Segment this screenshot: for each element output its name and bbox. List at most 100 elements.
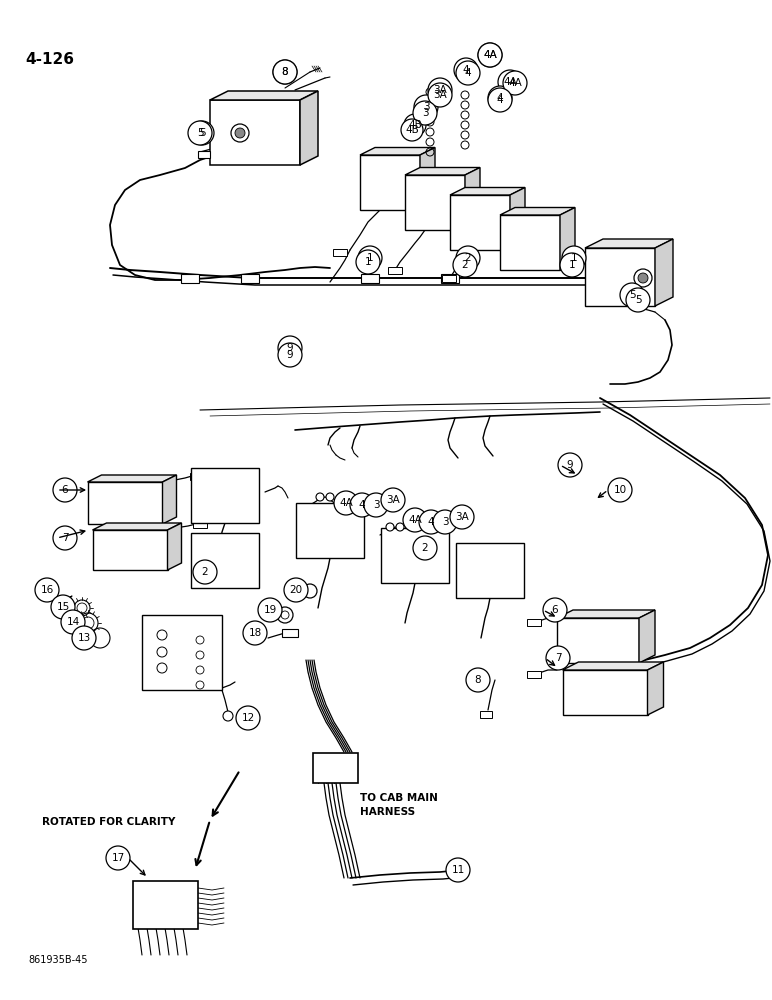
Circle shape [608,478,632,502]
Text: 7: 7 [62,533,68,543]
Circle shape [277,607,293,623]
Text: 2: 2 [465,253,472,263]
Circle shape [303,584,317,598]
Circle shape [193,560,217,584]
Polygon shape [93,523,181,530]
Circle shape [558,453,582,477]
Polygon shape [405,167,480,175]
Polygon shape [162,475,177,524]
Text: 18: 18 [249,628,262,638]
Text: 16: 16 [40,585,53,595]
Circle shape [356,250,380,274]
Circle shape [560,253,584,277]
Text: 6: 6 [62,485,68,495]
Text: 10: 10 [614,485,627,495]
Circle shape [403,508,427,532]
Circle shape [456,61,480,85]
Bar [313,753,357,783]
Text: 4: 4 [496,93,503,103]
Polygon shape [655,239,673,306]
Circle shape [446,858,470,882]
Bar [198,150,210,157]
Text: 19: 19 [263,605,276,615]
Circle shape [190,121,214,145]
Bar [282,629,298,637]
Circle shape [235,128,245,138]
Text: 3A: 3A [433,90,447,100]
Text: 4: 4 [359,500,365,510]
Text: 4A: 4A [503,77,517,87]
Circle shape [188,121,212,145]
Circle shape [381,488,405,512]
Circle shape [364,493,388,517]
Bar [191,468,259,522]
Circle shape [51,595,75,619]
Text: 2: 2 [462,260,469,270]
Circle shape [386,523,394,531]
Circle shape [278,343,302,367]
Text: 7: 7 [555,653,561,663]
Bar [442,274,456,282]
Bar [361,273,379,282]
Polygon shape [450,188,525,195]
Text: 13: 13 [77,633,90,643]
Circle shape [638,273,648,283]
Bar [193,520,207,528]
Polygon shape [210,91,318,100]
Circle shape [620,283,644,307]
Text: 20: 20 [290,585,303,595]
Text: 17: 17 [111,853,124,863]
Circle shape [106,846,130,870]
Polygon shape [648,662,663,715]
Polygon shape [168,523,181,570]
Polygon shape [563,670,648,715]
Circle shape [401,119,423,141]
Circle shape [626,288,650,312]
Text: 4A: 4A [408,515,422,525]
Circle shape [456,246,480,270]
Text: 3A: 3A [433,85,447,95]
Circle shape [396,523,404,531]
Bar [333,248,347,255]
Polygon shape [557,618,639,663]
Text: 3A: 3A [386,495,400,505]
Bar [241,273,259,282]
Circle shape [273,60,297,84]
Circle shape [243,621,267,645]
Polygon shape [87,475,177,482]
Circle shape [404,114,426,136]
Bar [527,670,541,678]
Circle shape [35,578,59,602]
Text: 8: 8 [282,67,288,77]
Polygon shape [210,100,300,165]
Polygon shape [450,195,510,250]
Circle shape [334,491,358,515]
Polygon shape [360,155,420,210]
Bar [190,473,204,480]
Bar [142,614,222,690]
Polygon shape [500,208,575,215]
Text: 1: 1 [569,260,575,270]
Text: 4: 4 [496,95,503,105]
Polygon shape [405,175,465,230]
Circle shape [419,510,443,534]
Text: 9: 9 [286,350,293,360]
Circle shape [350,493,374,517]
Text: 2: 2 [201,567,208,577]
Circle shape [428,83,452,107]
Text: 4B: 4B [405,125,419,135]
Circle shape [326,493,334,501]
Circle shape [284,578,308,602]
Circle shape [453,253,477,277]
Circle shape [454,58,478,82]
Bar [388,266,402,273]
Polygon shape [560,208,575,270]
Text: 5: 5 [197,128,203,138]
Polygon shape [510,188,525,250]
Text: TO CAB MAIN
HARNESS: TO CAB MAIN HARNESS [360,793,438,817]
Circle shape [413,101,437,125]
Text: 4B: 4B [408,120,422,130]
Circle shape [428,78,452,102]
Text: 4A: 4A [339,498,353,508]
Circle shape [53,526,77,550]
